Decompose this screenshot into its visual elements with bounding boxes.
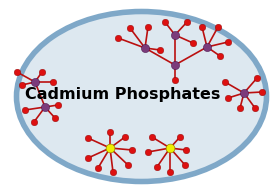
- Point: [96, 167, 100, 170]
- Point: [185, 20, 189, 23]
- Point: [20, 84, 24, 87]
- Point: [123, 136, 127, 139]
- Point: [242, 91, 246, 94]
- Point: [86, 136, 90, 139]
- Point: [155, 166, 159, 169]
- Point: [218, 54, 222, 57]
- Point: [51, 81, 55, 84]
- Point: [33, 81, 37, 84]
- Point: [173, 64, 177, 67]
- Point: [40, 70, 44, 74]
- Point: [173, 33, 177, 36]
- Text: Cadmium Phosphates: Cadmium Phosphates: [25, 87, 220, 102]
- Point: [216, 26, 220, 29]
- Point: [260, 91, 264, 94]
- Point: [173, 78, 177, 81]
- Point: [184, 149, 188, 152]
- Point: [255, 77, 259, 80]
- Point: [15, 70, 19, 74]
- Point: [178, 136, 182, 139]
- Point: [158, 49, 162, 52]
- Point: [128, 26, 132, 29]
- Point: [23, 108, 27, 112]
- Point: [146, 26, 150, 29]
- Point: [108, 130, 112, 133]
- Point: [200, 26, 204, 29]
- Point: [32, 121, 36, 124]
- Point: [253, 106, 257, 109]
- Ellipse shape: [16, 12, 266, 181]
- Point: [205, 46, 209, 49]
- Point: [183, 163, 187, 167]
- Point: [43, 105, 47, 108]
- Point: [168, 170, 172, 174]
- Point: [226, 97, 230, 100]
- Point: [143, 46, 147, 50]
- Point: [111, 170, 115, 174]
- Point: [56, 104, 60, 107]
- Point: [130, 149, 134, 152]
- Point: [168, 146, 172, 149]
- Point: [150, 136, 154, 139]
- Point: [53, 116, 57, 119]
- Point: [116, 36, 120, 40]
- Point: [223, 81, 227, 84]
- Point: [126, 163, 130, 167]
- Point: [108, 146, 112, 149]
- Point: [146, 150, 150, 153]
- Point: [226, 40, 230, 43]
- Point: [238, 106, 242, 109]
- Point: [86, 156, 90, 160]
- Point: [163, 20, 167, 23]
- Point: [191, 42, 195, 45]
